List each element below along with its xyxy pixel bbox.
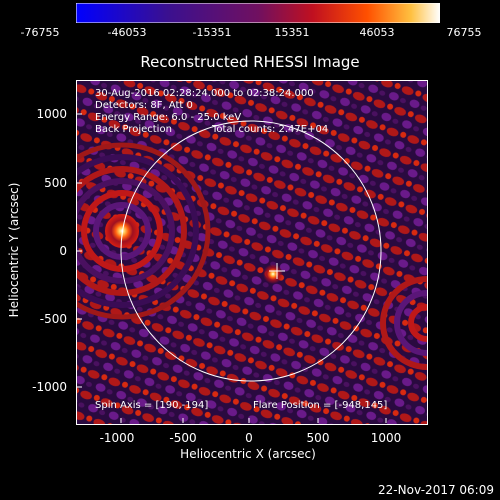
y-tick-label: 1000	[36, 107, 67, 121]
y-tick-label: -500	[39, 312, 67, 326]
info-method: Back Projection	[95, 124, 172, 135]
info-detectors: Detectors: 8F, Att 0	[95, 100, 193, 111]
x-tick-label: 500	[306, 431, 330, 445]
colorbar-tick-label: 46053	[359, 26, 395, 39]
x-tick-label: -1000	[99, 431, 135, 445]
flare-position-label: Flare Position = [-948,145]	[253, 400, 388, 411]
y-tick-label: 500	[44, 176, 67, 190]
colorbar-tick-label: -15351	[192, 26, 232, 39]
x-tick-label: 1000	[370, 431, 402, 445]
color-bar	[76, 3, 440, 23]
colorbar-tick-label: -76755	[20, 26, 60, 39]
image-panel: 30-Aug-2016 02:28:24.000 to 02:38:24.000…	[76, 80, 428, 425]
info-time-range: 30-Aug-2016 02:28:24.000 to 02:38:24.000	[95, 88, 314, 99]
x-tick-label: -500	[169, 431, 197, 445]
info-total-counts: Total counts: 2.47E+04	[212, 124, 329, 135]
spin-axis-label: Spin Axis = [190,-194]	[95, 400, 209, 411]
x-tick-label: 0	[245, 431, 253, 445]
plot-title: Reconstructed RHESSI Image	[140, 53, 360, 71]
y-tick-label: 0	[59, 244, 67, 258]
x-axis-label: Heliocentric X (arcsec)	[180, 447, 316, 461]
colorbar-tick-label: 15351	[274, 26, 310, 39]
colorbar-tick-label: 76755	[446, 26, 482, 39]
y-tick-label: -1000	[32, 380, 67, 394]
timestamp: 22-Nov-2017 06:09	[378, 483, 494, 497]
y-axis-label: Heliocentric Y (arcsec)	[7, 182, 21, 318]
info-energy-range: Energy Range: 6.0 - 25.0 keV	[95, 112, 242, 123]
reconstructed-image	[77, 81, 427, 424]
flare-position-marker	[269, 263, 285, 279]
colorbar-tick-label: -46053	[107, 26, 147, 39]
